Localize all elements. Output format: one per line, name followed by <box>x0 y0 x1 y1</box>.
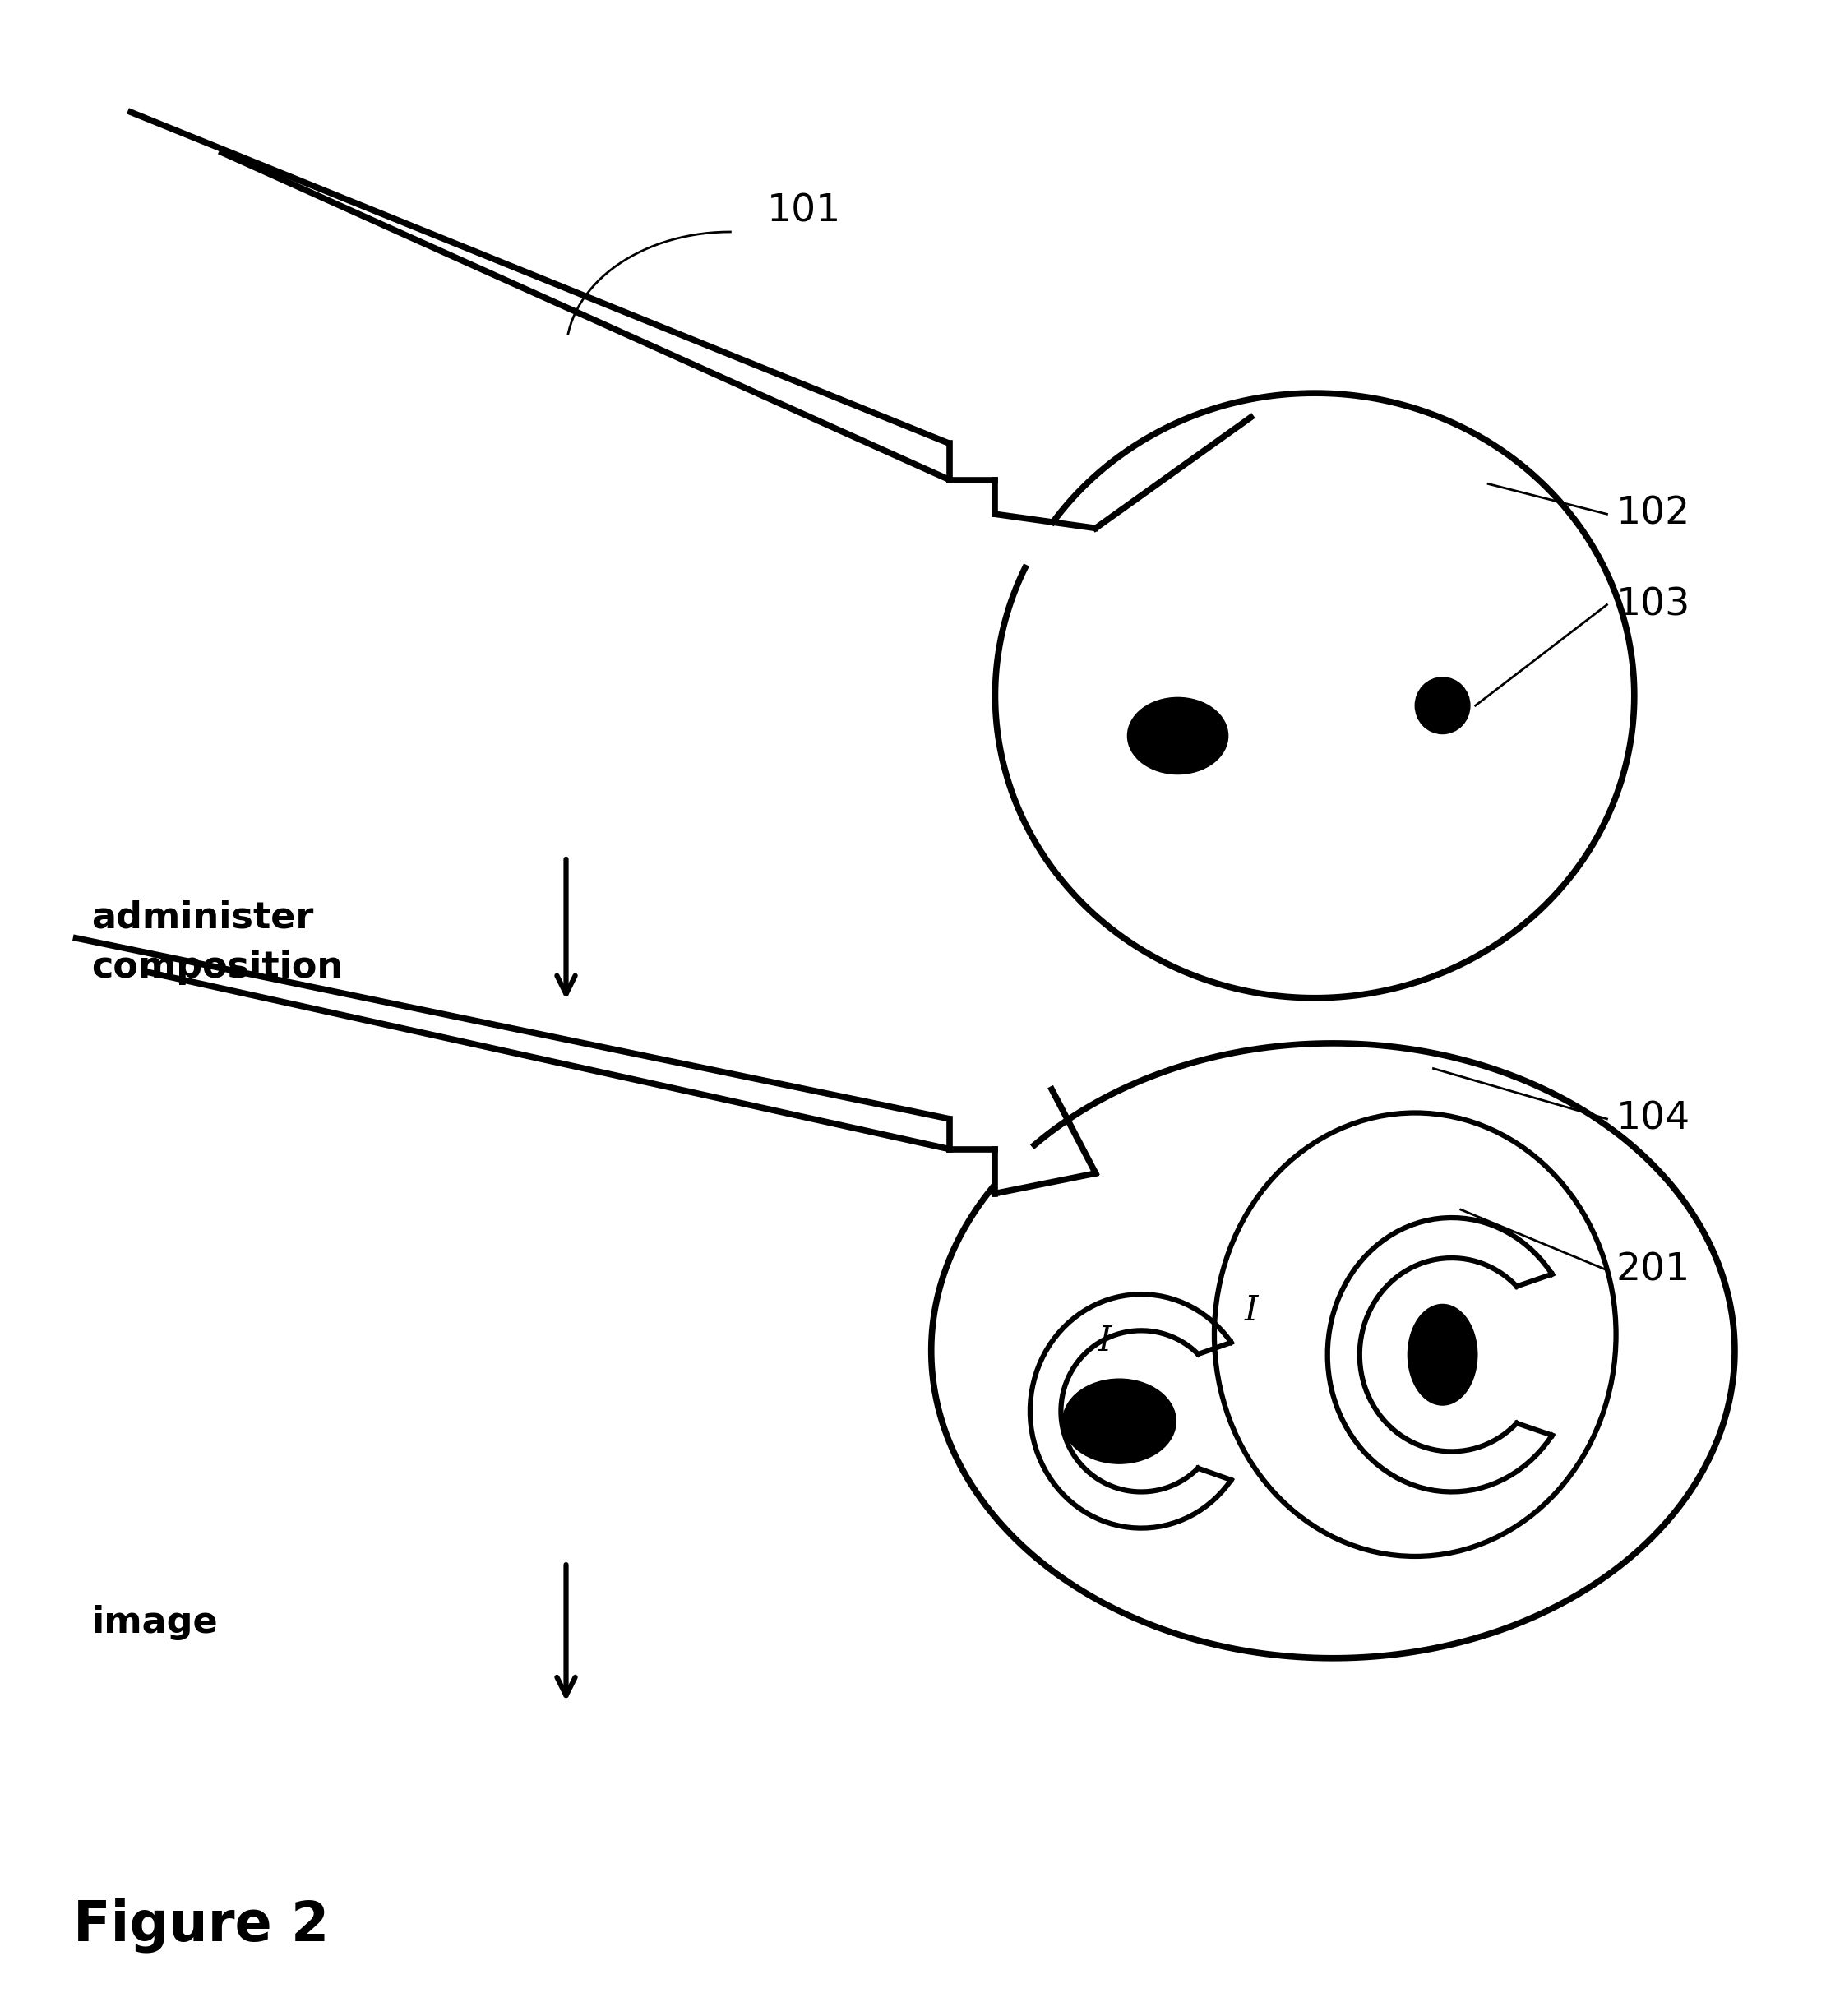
Text: image: image <box>91 1605 217 1641</box>
Text: 101: 101 <box>767 194 842 230</box>
Text: I: I <box>1244 1292 1258 1329</box>
Text: I: I <box>1097 1322 1112 1359</box>
Text: administer: administer <box>91 899 314 935</box>
Ellipse shape <box>1127 698 1229 774</box>
Text: 103: 103 <box>1616 587 1691 623</box>
Text: 201: 201 <box>1616 1252 1691 1288</box>
Text: 102: 102 <box>1616 496 1691 532</box>
Text: Figure 2: Figure 2 <box>73 1897 329 1954</box>
Ellipse shape <box>1415 677 1470 734</box>
Ellipse shape <box>1063 1379 1176 1464</box>
Ellipse shape <box>1408 1304 1477 1405</box>
Text: composition: composition <box>91 950 343 986</box>
Text: 104: 104 <box>1616 1101 1691 1137</box>
